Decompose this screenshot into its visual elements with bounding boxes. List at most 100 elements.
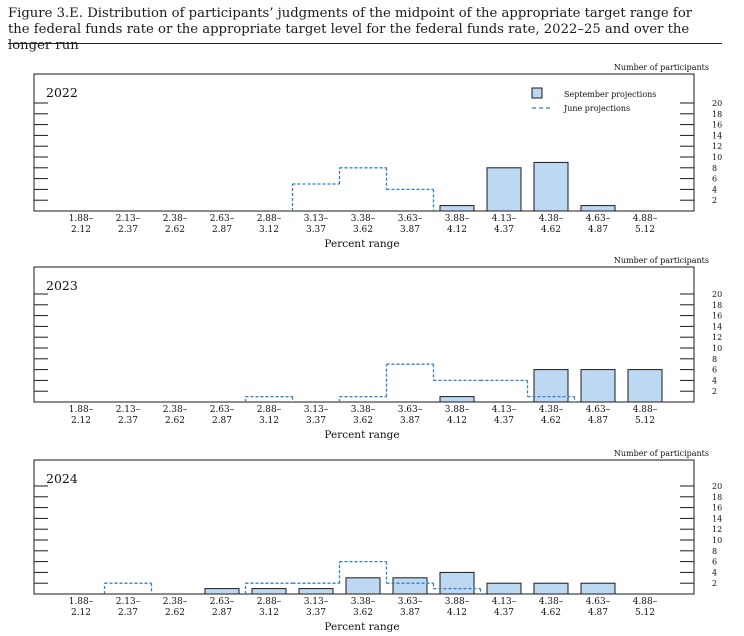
y-axis-title: Number of participants [614,256,709,265]
y-tick-label: 10 [712,344,722,353]
legend-swatch-september [531,87,543,99]
x-tick-label-top: 2.63– [210,214,235,224]
y-tick-label: 12 [712,333,722,342]
x-tick-label-top: 3.13– [304,214,329,224]
y-tick-label: 10 [712,536,722,545]
y-tick-label: 6 [712,175,717,184]
september-bar [533,582,569,595]
x-tick-label-bottom: 3.37 [306,416,326,426]
x-tick-label-top: 2.13– [116,214,141,224]
x-tick-label-top: 2.13– [116,405,141,415]
x-tick-label-top: 4.63– [586,405,611,415]
panel-year-label: 2024 [46,471,78,486]
september-bar [439,205,475,212]
x-tick-label-top: 1.88– [69,214,94,224]
x-tick-label-top: 3.88– [445,214,470,224]
panel-year-label: 2023 [46,278,78,293]
x-tick-label-top: 3.88– [445,597,470,607]
x-tick-label-top: 4.13– [492,405,517,415]
y-tick-label: 4 [712,185,717,194]
x-tick-label-top: 3.13– [304,405,329,415]
x-tick-label-top: 2.88– [257,214,282,224]
y-tick-label: 20 [712,482,722,491]
september-bar [486,167,522,212]
september-bar [627,369,663,403]
september-bar [533,161,569,212]
y-tick-label: 20 [712,99,722,108]
september-bar [439,396,475,403]
x-tick-label-bottom: 3.37 [306,225,326,235]
figure-title: Figure 3.E. Distribution of participants… [8,6,693,53]
x-tick-label-top: 2.38– [163,405,188,415]
x-tick-label-bottom: 4.87 [588,225,608,235]
y-tick-label: 2 [712,387,717,396]
x-tick-label-bottom: 4.62 [541,416,561,426]
y-tick-label: 14 [712,131,722,140]
x-tick-label-bottom: 3.62 [353,608,373,618]
y-tick-label: 14 [712,322,722,331]
y-tick-label: 10 [712,153,722,162]
x-tick-label-top: 4.38– [539,597,564,607]
x-tick-label-bottom: 4.12 [447,225,467,235]
x-tick-label-bottom: 2.37 [118,608,138,618]
x-axis-title: Percent range [324,621,399,633]
x-tick-label-bottom: 2.12 [71,416,91,426]
title-rule [8,43,722,44]
september-bar [392,577,428,595]
y-tick-label: 14 [712,514,722,523]
x-tick-label-bottom: 3.62 [353,416,373,426]
y-tick-label: 4 [712,376,717,385]
x-tick-label-top: 3.38– [351,214,376,224]
september-bar [251,588,287,595]
y-tick-label: 12 [712,142,722,151]
y-tick-label: 12 [712,525,722,534]
y-tick-label: 18 [712,110,722,119]
x-tick-label-top: 4.13– [492,597,517,607]
september-bar [439,571,475,595]
september-bar [298,588,334,595]
x-tick-label-bottom: 2.37 [118,416,138,426]
y-axis-title: Number of participants [614,63,709,72]
x-tick-label-bottom: 4.12 [447,608,467,618]
x-tick-label-bottom: 2.37 [118,225,138,235]
x-tick-label-bottom: 4.62 [541,225,561,235]
x-tick-label-top: 2.38– [163,597,188,607]
x-tick-label-bottom: 2.87 [212,225,232,235]
legend-label-september: September projections [564,90,656,99]
x-tick-label-top: 3.38– [351,597,376,607]
x-tick-label-bottom: 3.62 [353,225,373,235]
x-tick-label-top: 1.88– [69,597,94,607]
y-tick-label: 16 [712,312,722,321]
y-tick-label: 4 [712,568,717,577]
x-tick-label-bottom: 5.12 [635,608,655,618]
y-tick-label: 18 [712,493,722,502]
x-tick-label-bottom: 4.62 [541,608,561,618]
x-tick-label-bottom: 3.37 [306,608,326,618]
x-tick-label-top: 4.88– [633,405,658,415]
september-bar [580,369,616,403]
x-tick-label-bottom: 3.12 [259,225,279,235]
x-tick-label-bottom: 4.37 [494,225,514,235]
x-tick-label-top: 3.38– [351,405,376,415]
plot-frame-2024 [33,459,695,595]
september-bar [580,205,616,212]
x-tick-label-top: 1.88– [69,405,94,415]
september-bar [204,588,240,595]
y-tick-label: 6 [712,366,717,375]
panel-year-label: 2022 [46,85,78,100]
y-tick-label: 16 [712,504,722,513]
plot-frame-2023 [33,266,695,403]
september-bar [486,582,522,595]
x-tick-label-bottom: 4.87 [588,416,608,426]
y-tick-label: 2 [712,196,717,205]
x-tick-label-bottom: 2.62 [165,225,185,235]
june-projection-step-line [244,363,576,402]
x-tick-label-bottom: 2.62 [165,608,185,618]
y-tick-label: 8 [712,164,717,173]
x-tick-label-top: 4.88– [633,597,658,607]
september-bar [580,582,616,595]
y-tick-label: 6 [712,558,717,567]
y-tick-label: 8 [712,355,717,364]
x-tick-label-top: 4.38– [539,214,564,224]
